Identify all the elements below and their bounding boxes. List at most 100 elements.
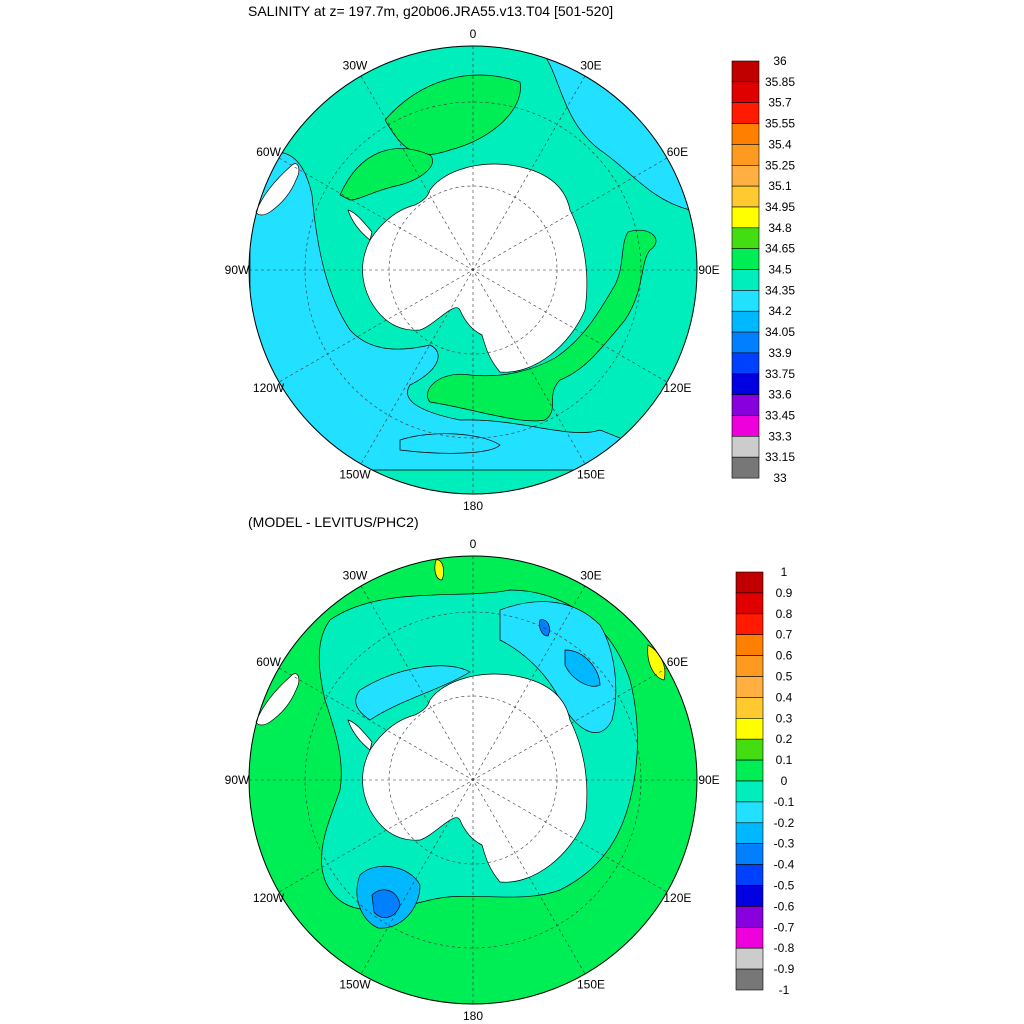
top-colorbar-box-3: [731, 123, 760, 145]
bottom-colorbar-box-11: [735, 801, 764, 824]
bottom-lon-label-7: 150W: [339, 977, 371, 991]
bottom-colorbar-label-3: 0.7: [776, 628, 793, 642]
top-graticule: [249, 46, 697, 494]
top-colorbar-label-19: 33.15: [765, 450, 795, 464]
top-south-america: [255, 163, 300, 216]
top-colorbar-label-3: 35.55: [765, 117, 795, 131]
top-lon-label-0: 0: [470, 27, 477, 41]
top-colorbar-label-15: 33.75: [765, 367, 795, 381]
top-colorbar-box-6: [731, 185, 760, 208]
bottom-colorbar-box-18: [735, 947, 764, 970]
bottom-colorbar-label-11: -0.1: [774, 795, 795, 809]
bottom-colorbar-box-2: [735, 613, 764, 635]
bottom-colorbar-box-7: [735, 717, 764, 740]
bottom-colorbar-box-16: [735, 906, 764, 928]
top-colorbar-label-2: 35.7: [768, 96, 792, 110]
bottom-colorbar-label-17: -0.7: [774, 920, 795, 934]
bottom-colorbar-box-19: [735, 968, 764, 991]
bottom-lon-label-4: 120E: [663, 891, 691, 905]
top-colorbar-box-0: [731, 60, 760, 83]
bottom-colorbar-box-9: [735, 759, 764, 782]
top-colorbar: 36 35.85 35.7 35.55 35.4 35.25 35.1 34.95 34.8 34…: [731, 54, 795, 485]
top-lon-label-1: 30E: [580, 59, 601, 73]
top-lon-label-4: 120E: [663, 381, 691, 395]
bottom-lon-label-8: 120W: [253, 891, 285, 905]
bottom-lon-label-6: 180: [463, 1009, 483, 1023]
top-colorbar-box-7: [731, 206, 760, 229]
bottom-colorbar-label-5: 0.5: [776, 670, 793, 684]
bottom-colorbar-box-4: [735, 655, 764, 677]
bottom-panel-title: (MODEL - LEVITUS/PHC2): [248, 514, 419, 530]
bottom-map-border: [248, 555, 698, 1005]
top-colorbar-label-4: 35.4: [768, 137, 792, 151]
top-colorbar-label-20: 33: [773, 471, 787, 485]
bottom-colorbar-label-18: -0.8: [774, 941, 795, 955]
bottom-colorbar-label-14: -0.4: [774, 858, 795, 872]
bottom-colorbar-label-2: 0.8: [776, 607, 793, 621]
bottom-colorbar-label-16: -0.6: [774, 899, 795, 913]
bottom-lon-label-1: 30E: [580, 569, 601, 583]
top-colorbar-label-0: 36: [773, 54, 787, 68]
bottom-colorbar-label-19: -0.9: [774, 962, 795, 976]
bottom-longitude-labels: 0 30E 60E 90E 120E 150E 180 150W 120W 90W 60W 30W: [225, 537, 720, 1023]
bottom-field-lightblue-east: [499, 601, 617, 733]
top-colorbar-box-14: [731, 352, 760, 375]
top-colorbar-box-5: [731, 165, 760, 187]
bottom-colorbar-label-8: 0.2: [776, 732, 793, 746]
bottom-colorbar-box-8: [735, 738, 764, 761]
top-colorbar-label-8: 34.8: [768, 221, 792, 235]
bottom-colorbar-box-10: [735, 780, 764, 803]
bottom-colorbar-label-10: 0: [781, 774, 788, 788]
top-colorbar-box-16: [731, 394, 760, 416]
top-panel-title: SALINITY at z= 197.7m, g20b06.JRA55.v13.…: [248, 3, 614, 19]
bottom-colorbar-box-0: [735, 571, 764, 594]
top-field-high-coastal: [339, 148, 433, 201]
top-lon-label-10: 60W: [256, 145, 281, 159]
top-map-border: [248, 45, 698, 495]
bottom-colorbar-label-1: 0.9: [776, 586, 793, 600]
top-colorbar-box-11: [731, 290, 760, 312]
top-field-low-pacific: [249, 151, 697, 471]
bottom-lon-label-11: 30W: [343, 569, 368, 583]
top-colorbar-box-2: [731, 102, 760, 124]
bottom-colorbar-label-15: -0.5: [774, 879, 795, 893]
bottom-colorbar-label-12: -0.2: [774, 816, 795, 830]
top-lon-label-5: 150E: [577, 467, 605, 481]
bottom-colorbar-label-4: 0.6: [776, 649, 793, 663]
top-colorbar-label-7: 34.95: [765, 200, 795, 214]
bottom-colorbar-label-0: 1: [781, 565, 788, 579]
top-lon-label-6: 180: [463, 499, 483, 513]
top-colorbar-box-17: [731, 415, 760, 437]
bottom-field-deep-pool: [371, 889, 401, 918]
top-colorbar-box-13: [731, 331, 760, 354]
top-colorbar-label-13: 34.05: [765, 325, 795, 339]
top-lon-label-9: 90W: [225, 263, 250, 277]
bottom-colorbar-label-7: 0.3: [776, 711, 793, 725]
bottom-antarctic-peninsula: [347, 719, 373, 751]
top-colorbar-label-10: 34.5: [768, 263, 792, 277]
bottom-colorbar-label-6: 0.4: [776, 690, 793, 704]
bottom-graticule: [249, 556, 697, 1004]
top-colorbar-box-9: [731, 248, 760, 270]
top-lon-label-11: 30W: [343, 59, 368, 73]
top-lon-label-2: 60E: [667, 145, 688, 159]
top-colorbar-box-8: [731, 227, 760, 250]
top-colorbar-label-5: 35.25: [765, 158, 795, 172]
bottom-lon-label-0: 0: [470, 537, 477, 551]
bottom-colorbar-box-6: [735, 697, 764, 719]
bottom-colorbar-box-3: [735, 634, 764, 656]
top-colorbar-label-16: 33.6: [768, 388, 792, 402]
top-colorbar-box-1: [731, 81, 760, 104]
top-colorbar-box-19: [731, 456, 760, 479]
bottom-colorbar-box-13: [735, 843, 764, 865]
bottom-colorbar-box-1: [735, 592, 764, 615]
bottom-colorbar-box-12: [735, 822, 764, 844]
top-colorbar-label-12: 34.2: [768, 304, 792, 318]
bottom-colorbar-label-20: -1: [779, 983, 790, 997]
top-colorbar-box-18: [731, 435, 760, 458]
bottom-lon-label-9: 90W: [225, 773, 250, 787]
bottom-lon-label-3: 90E: [698, 773, 719, 787]
top-antarctic-peninsula: [347, 209, 373, 241]
bottom-colorbar-box-14: [735, 864, 764, 886]
